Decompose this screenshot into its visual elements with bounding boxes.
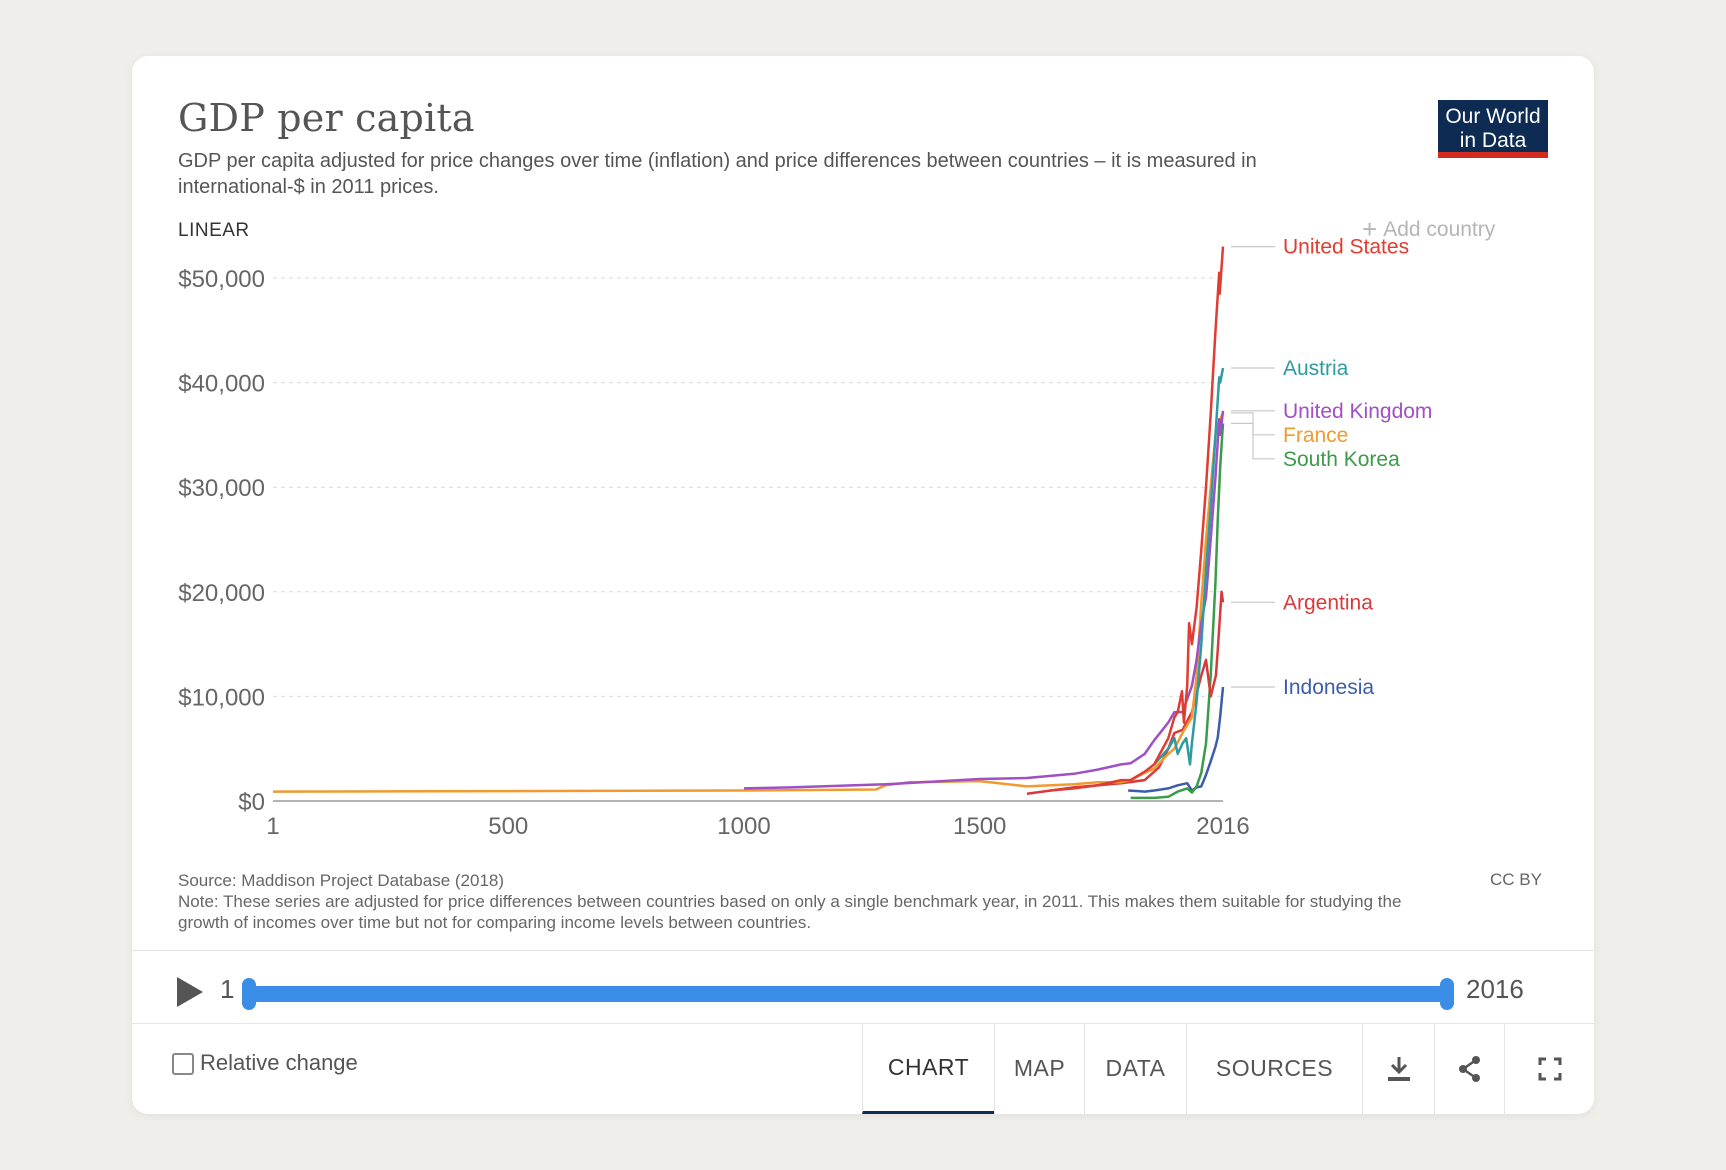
- timeline-start-label: 1: [220, 974, 235, 1004]
- y-tick-label: $30,000: [178, 475, 265, 502]
- y-tick-label: $20,000: [178, 580, 265, 607]
- chart-footer: Source: Maddison Project Database (2018)…: [178, 870, 1428, 933]
- legend-label: South Korea: [1283, 448, 1400, 471]
- timeline-slider[interactable]: [246, 986, 1448, 1002]
- legend-connector: [1231, 422, 1275, 460]
- series-line: [743, 410, 1225, 790]
- tab-chart[interactable]: CHART: [862, 1023, 994, 1114]
- series-line: [1153, 367, 1225, 766]
- logo-line1: Our World: [1445, 105, 1541, 128]
- y-tick-label: $10,000: [178, 684, 265, 711]
- add-country-label: Add country: [1383, 218, 1496, 241]
- download-button[interactable]: [1362, 1023, 1434, 1114]
- logo-line2: in Data: [1459, 129, 1527, 152]
- share-button[interactable]: [1434, 1023, 1504, 1114]
- tab-map[interactable]: MAP: [994, 1023, 1084, 1114]
- legend-label: Indonesia: [1283, 676, 1374, 699]
- chart-card: GDP per capita GDP per capita adjusted f…: [132, 56, 1594, 1114]
- add-country-button[interactable]: + Add country: [1362, 214, 1495, 245]
- divider: [132, 1023, 1594, 1024]
- series-line: [1050, 246, 1225, 792]
- share-icon: [1458, 1055, 1480, 1082]
- fullscreen-button[interactable]: [1504, 1023, 1594, 1114]
- license-link[interactable]: CC BY: [1490, 870, 1542, 889]
- chart-title: GDP per capita: [178, 96, 475, 140]
- note-text: Note: These series are adjusted for pric…: [178, 892, 1402, 932]
- x-tick-label: 1500: [953, 813, 1006, 840]
- timeline-end-label: 2016: [1466, 974, 1524, 1004]
- timeline-start-handle[interactable]: [242, 978, 256, 1010]
- chart-subtitle: GDP per capita adjusted for price change…: [178, 150, 1257, 198]
- legend-label: France: [1283, 424, 1348, 447]
- x-tick-label: 500: [488, 813, 528, 840]
- checkbox-box[interactable]: [172, 1053, 194, 1075]
- fullscreen-icon: [1538, 1057, 1561, 1080]
- relative-change-checkbox[interactable]: Relative change: [172, 1050, 358, 1076]
- legend-label: Argentina: [1283, 591, 1373, 614]
- download-icon: [1387, 1056, 1410, 1081]
- play-icon[interactable]: [177, 977, 203, 1007]
- source-text: Source: Maddison Project Database (2018): [178, 871, 505, 890]
- timeline-end-handle[interactable]: [1440, 978, 1454, 1010]
- x-tick-label: 1: [266, 813, 279, 840]
- y-tick-label: $40,000: [178, 371, 265, 398]
- series-line: [272, 412, 1225, 793]
- plus-icon: +: [1362, 214, 1378, 244]
- x-tick-label: 2016: [1196, 813, 1249, 840]
- legend-label: Austria: [1283, 357, 1349, 380]
- tab-bar: CHART MAP DATA SOURCES: [862, 1023, 1594, 1114]
- tab-data[interactable]: DATA: [1084, 1023, 1186, 1114]
- legend-label: United Kingdom: [1283, 400, 1432, 423]
- owid-logo[interactable]: Our World in Data: [1438, 100, 1548, 158]
- tab-sources[interactable]: SOURCES: [1186, 1023, 1362, 1114]
- relative-change-label: Relative change: [200, 1050, 358, 1075]
- scale-toggle-button[interactable]: LINEAR: [178, 220, 250, 241]
- y-tick-label: $50,000: [178, 266, 265, 293]
- y-tick-label: $0: [238, 789, 265, 816]
- legend-label: United States: [1283, 236, 1409, 259]
- series-line: [1130, 423, 1225, 800]
- x-tick-label: 1000: [717, 813, 770, 840]
- divider: [132, 950, 1594, 951]
